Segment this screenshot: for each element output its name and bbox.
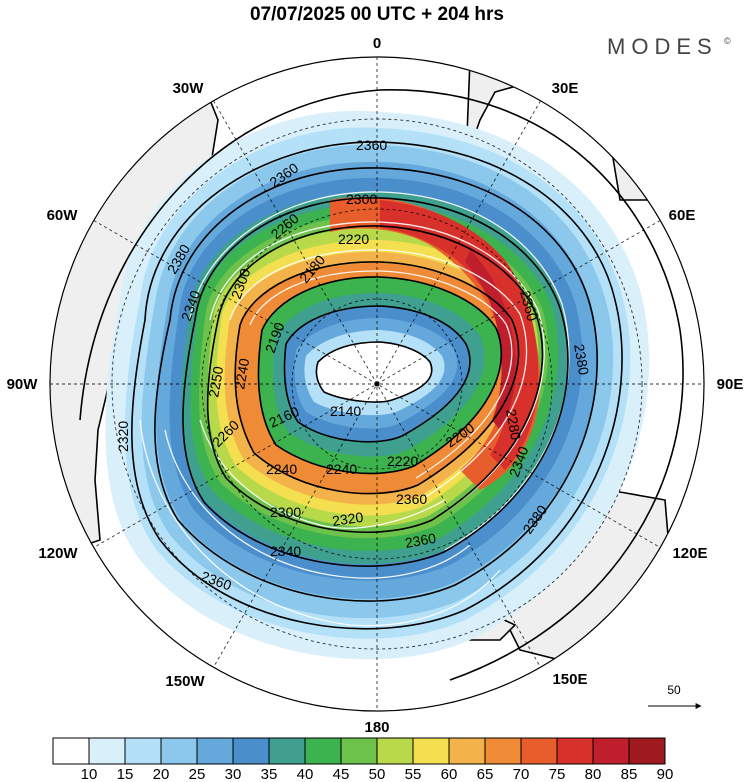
contour-label: 2380 (571, 343, 592, 377)
contour-label: 2240 (326, 461, 357, 477)
colorbar-tick-label: 55 (405, 766, 422, 782)
lon-label-150w: 150W (165, 673, 205, 690)
contour-label: 2360 (517, 289, 541, 323)
colorbar: 10 15 20 25 30 35 40 45 50 55 60 65 70 75 80 85 90 (52, 737, 674, 782)
brand-copyright-mark: © (724, 36, 731, 46)
contour-label: 2240 (266, 461, 297, 477)
pole-marker (374, 381, 380, 387)
contour-label: 2300 (346, 191, 377, 207)
colorbar-tick-label: 70 (513, 766, 530, 782)
lon-label-120w: 120W (38, 545, 78, 562)
colorbar-tick-label: 80 (585, 766, 602, 782)
colorbar-swatch (592, 737, 630, 765)
colorbar-tick-label: 60 (441, 766, 458, 782)
colorbar-swatch (520, 737, 558, 765)
contour-label: 2220 (387, 453, 418, 469)
longitude-labels: 0 30E 60E 90E 120E 150E 180 150W 120W 90… (7, 35, 744, 736)
contour-label: 2340 (270, 543, 301, 559)
colorbar-swatch (628, 737, 666, 765)
lon-label-150e: 150E (552, 671, 587, 688)
brand-logo: MODES (607, 34, 718, 59)
colorbar-swatch (88, 737, 126, 765)
colorbar-swatch (124, 737, 162, 765)
colorbar-swatch (484, 737, 522, 765)
colorbar-tick-label: 15 (117, 766, 134, 782)
graticule (50, 57, 704, 711)
colorbar-swatch (376, 737, 414, 765)
contour-label: 2140 (330, 403, 361, 419)
contour-label: 2320 (331, 509, 364, 529)
contour-label: 2360 (356, 137, 387, 153)
colorbar-tick-label: 20 (153, 766, 170, 782)
lon-label-0: 0 (373, 35, 381, 52)
lon-label-30w: 30W (173, 80, 205, 97)
contour-label: 2220 (338, 231, 369, 247)
colorbar-tick-label: 30 (225, 766, 242, 782)
colorbar-tick-label: 10 (81, 766, 98, 782)
contour-label: 2280 (503, 408, 524, 442)
colorbar-tick-label: 25 (189, 766, 206, 782)
colorbar-tick-label: 65 (477, 766, 494, 782)
contour-label: 2240 (231, 357, 252, 391)
colorbar-tick-label: 45 (333, 766, 350, 782)
colorbar-tick-label: 85 (621, 766, 638, 782)
colorbar-swatch (160, 737, 198, 765)
reference-vector: 50 (648, 683, 702, 709)
colorbar-swatch (196, 737, 234, 765)
lon-label-60e: 60E (669, 207, 696, 224)
contour-label: 2360 (396, 491, 427, 507)
colorbar-tick-label: 90 (657, 766, 674, 782)
colorbar-swatch (556, 737, 594, 765)
colorbar-swatch (412, 737, 450, 765)
lon-label-90w: 90W (7, 376, 39, 393)
colorbar-swatch (304, 737, 342, 765)
geopotential-contours (79, 89, 684, 681)
contour-label: 2360 (404, 530, 438, 551)
colorbar-swatch (232, 737, 270, 765)
reference-vector-label: 50 (667, 683, 681, 697)
lon-label-60w: 60W (47, 207, 79, 224)
colorbar-swatch (268, 737, 306, 765)
lon-label-90e: 90E (717, 376, 744, 393)
contour-label: 2300 (270, 504, 301, 520)
contour-label: 2250 (205, 365, 226, 399)
colorbar-swatch (448, 737, 486, 765)
colorbar-tick-label: 75 (549, 766, 566, 782)
contour-labels: 2360 2360 2380 2340 2300 2260 2300 2220 … (115, 137, 592, 594)
lon-label-120e: 120E (672, 545, 707, 562)
map-title: 07/07/2025 00 UTC + 204 hrs (250, 4, 504, 25)
contour-label: 2320 (115, 421, 131, 452)
colorbar-tick-label: 40 (297, 766, 314, 782)
lon-label-30e: 30E (552, 80, 579, 97)
colorbar-tick-label: 35 (261, 766, 278, 782)
colorbar-swatch (340, 737, 378, 765)
colorbar-tick-label: 50 (369, 766, 386, 782)
lon-label-180: 180 (364, 719, 389, 736)
colorbar-swatch (52, 737, 90, 765)
map-border (49, 56, 705, 712)
map-disk: 2360 2360 2380 2340 2300 2260 2300 2220 … (50, 57, 704, 711)
